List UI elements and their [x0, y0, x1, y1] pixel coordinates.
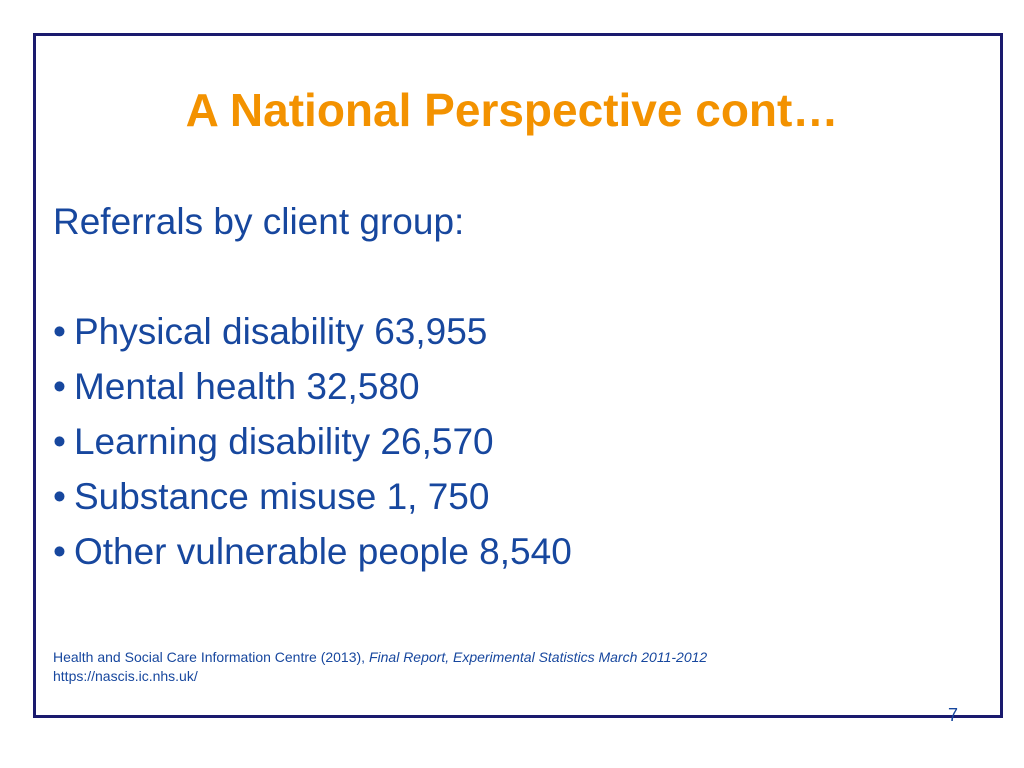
bullet-icon: • — [53, 311, 66, 352]
slide-subtitle: Referrals by client group: — [53, 201, 465, 242]
bullet-icon: • — [53, 531, 66, 572]
list-item-label: Substance misuse 1, 750 — [73, 476, 490, 517]
bullet-icon: • — [53, 421, 66, 462]
citation-line: Health and Social Care Information Centr… — [53, 648, 707, 667]
list-item: • Physical disability 63,955 — [53, 304, 572, 359]
slide-title: A National Perspective cont… — [185, 84, 839, 136]
bullet-icon: • — [53, 476, 66, 517]
list-item-label: Physical disability 63,955 — [73, 311, 488, 352]
list-item-label: Learning disability 26,570 — [73, 421, 494, 462]
list-item-label: Other vulnerable people 8,540 — [73, 531, 572, 572]
citation-url[interactable]: https://nascis.ic.nhs.uk/ — [53, 668, 198, 684]
list-item: • Substance misuse 1, 750 — [53, 469, 572, 524]
page-number: 7 — [948, 705, 959, 725]
citation-source: Health and Social Care Information Centr… — [53, 649, 366, 665]
citation: Health and Social Care Information Centr… — [53, 648, 707, 686]
citation-report-title: Final Report, Experimental Statistics Ma… — [368, 649, 708, 665]
bullet-list: • Physical disability 63,955 • Mental heal… — [53, 304, 572, 579]
bullet-icon: • — [53, 366, 66, 407]
list-item-label: Mental health 32,580 — [73, 366, 420, 407]
list-item: • Mental health 32,580 — [53, 359, 572, 414]
list-item: • Other vulnerable people 8,540 — [53, 524, 572, 579]
slide-border — [33, 33, 1003, 718]
list-item: • Learning disability 26,570 — [53, 414, 572, 469]
